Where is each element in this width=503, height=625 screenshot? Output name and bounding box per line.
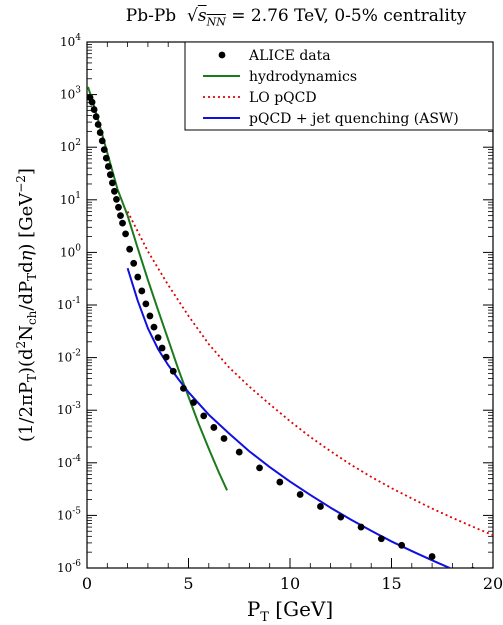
y-tick-label: 10-1 bbox=[57, 296, 81, 312]
data-point bbox=[113, 195, 120, 203]
data-point bbox=[180, 384, 187, 392]
data-point bbox=[296, 491, 304, 498]
y-tick-label: 100 bbox=[60, 243, 81, 259]
legend-label: ALICE data bbox=[248, 48, 331, 64]
data-point bbox=[190, 399, 197, 406]
title-suffix: = 2.76 TeV, 0-5% centrality bbox=[231, 6, 467, 26]
data-point bbox=[428, 553, 436, 560]
data-point bbox=[100, 146, 108, 154]
data-point bbox=[111, 187, 118, 195]
y-tick-label: 10-6 bbox=[57, 559, 81, 575]
data-point bbox=[104, 163, 112, 170]
x-tick-label: 15 bbox=[381, 574, 401, 593]
data-point bbox=[235, 448, 243, 456]
y-tick-label: 10-2 bbox=[57, 349, 81, 365]
data-point bbox=[154, 334, 162, 342]
data-point bbox=[210, 424, 218, 431]
data-point bbox=[256, 464, 263, 472]
legend-label: LO pQCD bbox=[249, 90, 317, 106]
title-prefix: Pb-Pb bbox=[125, 6, 177, 26]
data-point bbox=[169, 367, 177, 375]
x-tick-label: 0 bbox=[82, 574, 92, 593]
data-point bbox=[108, 179, 116, 187]
data-point bbox=[317, 503, 324, 510]
data-point bbox=[337, 513, 345, 521]
data-point bbox=[150, 323, 158, 331]
legend-label: hydrodynamics bbox=[249, 69, 357, 85]
data-point bbox=[162, 353, 170, 361]
y-tick-label: 101 bbox=[60, 191, 81, 207]
data-point bbox=[142, 300, 150, 308]
x-axis-label: PT [GeV] bbox=[247, 597, 333, 625]
chart-title: Pb-Pb √sNN = 2.76 TeV, 0-5% centrality bbox=[96, 6, 496, 28]
y-tick-label: 102 bbox=[60, 138, 81, 154]
data-point bbox=[130, 259, 138, 267]
data-point bbox=[98, 137, 106, 145]
data-point bbox=[134, 273, 142, 281]
legend-box bbox=[184, 41, 494, 131]
title-sqrt-sub: NN bbox=[206, 15, 226, 29]
data-point bbox=[377, 535, 385, 543]
y-tick-label: 10-3 bbox=[57, 401, 81, 417]
data-point bbox=[102, 154, 110, 162]
data-point bbox=[200, 412, 208, 420]
data-point bbox=[94, 121, 102, 128]
series-line-hydrodynamics bbox=[87, 86, 228, 491]
y-axis-label: (1/2πPT)(d2Nch/dPTdη) [GeV−2] bbox=[14, 168, 39, 442]
series-layer bbox=[87, 86, 493, 568]
y-tick-label: 10-5 bbox=[57, 506, 81, 522]
data-point bbox=[470, 567, 476, 568]
x-tick-label: 5 bbox=[183, 574, 193, 593]
legend-label: pQCD + jet quenching (ASW) bbox=[249, 111, 459, 127]
data-point bbox=[122, 230, 129, 238]
series-line-lo-pqcd bbox=[126, 211, 493, 537]
data-point bbox=[90, 106, 98, 113]
legend-marker bbox=[218, 51, 226, 59]
y-tick-label: 103 bbox=[60, 86, 81, 102]
data-point bbox=[106, 171, 114, 179]
data-point bbox=[220, 435, 228, 442]
x-tick-label: 20 bbox=[483, 574, 503, 593]
title-sqrt-var: sNN bbox=[197, 6, 226, 29]
data-point bbox=[96, 129, 104, 136]
y-tick-label: 10-4 bbox=[57, 454, 81, 470]
data-point bbox=[357, 523, 365, 531]
series-line-pqcd-jet-quenching-asw- bbox=[126, 267, 453, 568]
data-point bbox=[119, 219, 126, 227]
data-point bbox=[158, 344, 166, 352]
data-point bbox=[126, 245, 134, 253]
data-point bbox=[138, 287, 146, 295]
data-point bbox=[92, 113, 100, 121]
title-sqrt: √sNN bbox=[181, 6, 226, 29]
x-tick-label: 10 bbox=[280, 574, 300, 593]
data-point bbox=[146, 312, 154, 320]
y-tick-label: 104 bbox=[60, 33, 81, 49]
data-point bbox=[276, 478, 284, 486]
data-point bbox=[398, 541, 406, 549]
data-point bbox=[88, 98, 96, 106]
data-point bbox=[115, 203, 122, 211]
data-point bbox=[117, 212, 124, 220]
